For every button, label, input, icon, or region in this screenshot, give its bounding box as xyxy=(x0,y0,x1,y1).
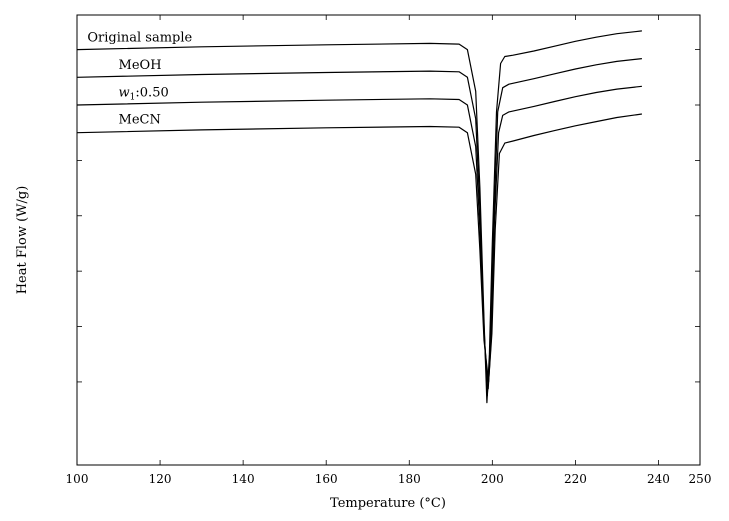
series-line xyxy=(76,85,642,390)
series-line xyxy=(76,58,642,397)
series-line xyxy=(76,30,642,404)
x-tick-label: 250 xyxy=(689,472,712,486)
series-group xyxy=(76,30,642,404)
x-tick-label: 120 xyxy=(149,472,172,486)
series-label: MeOH xyxy=(119,58,162,73)
y-axis-label: Heat Flow (W/g) xyxy=(15,186,30,295)
y-ticks xyxy=(77,49,700,383)
x-tick-label: 140 xyxy=(232,472,255,486)
series-labels: Original sample MeOH MeCN w1:0.50 xyxy=(87,30,192,127)
x-tick-label: 200 xyxy=(481,472,504,486)
series-line xyxy=(76,113,642,383)
x-ticks: 100 120 140 160 180 200 220 240 250 xyxy=(66,15,712,486)
x-tick-label: 220 xyxy=(564,472,587,486)
x-tick-label: 100 xyxy=(66,472,89,486)
x-tick-label: 160 xyxy=(315,472,338,486)
plot-frame xyxy=(76,14,701,466)
series-label: w1:0.50 xyxy=(119,86,169,103)
x-tick-label: 240 xyxy=(647,472,670,486)
x-tick-label: 180 xyxy=(398,472,421,486)
x-axis-label: Temperature (°C) xyxy=(330,496,446,511)
series-label: MeCN xyxy=(119,113,161,128)
series-label: Original sample xyxy=(87,30,192,45)
